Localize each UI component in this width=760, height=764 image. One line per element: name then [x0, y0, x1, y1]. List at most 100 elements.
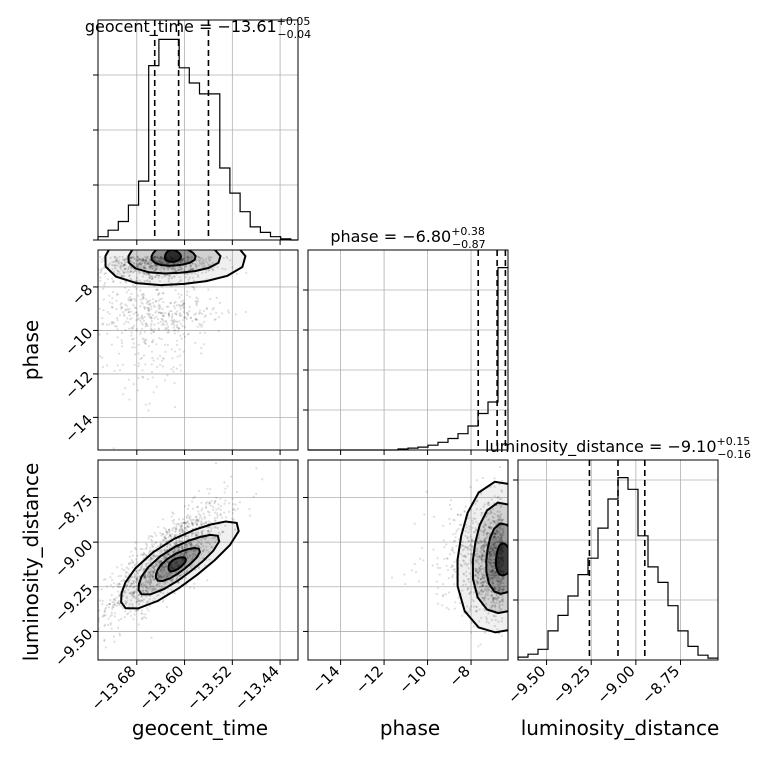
- scatter-point: [180, 552, 183, 556]
- scatter-point: [139, 319, 142, 322]
- scatter-point: [143, 575, 146, 578]
- scatter-point: [195, 266, 198, 269]
- scatter-point: [154, 563, 157, 566]
- scatter-point: [123, 579, 126, 582]
- scatter-point: [495, 529, 498, 532]
- scatter-point: [492, 569, 495, 573]
- scatter-point: [165, 605, 168, 609]
- scatter-point: [485, 616, 488, 619]
- scatter-point: [170, 276, 173, 279]
- scatter-point: [174, 550, 177, 553]
- scatter-point: [200, 520, 203, 523]
- scatter-point: [166, 575, 169, 578]
- scatter-point: [127, 321, 130, 324]
- scatter-point: [111, 572, 114, 575]
- scatter-point: [117, 262, 120, 265]
- scatter-point: [149, 582, 153, 585]
- scatter-point: [482, 573, 485, 577]
- scatter-point: [199, 311, 202, 315]
- scatter-point: [83, 265, 85, 267]
- scatter-point: [130, 267, 133, 270]
- scatter-point: [484, 541, 487, 544]
- scatter-point: [481, 548, 484, 551]
- scatter-point: [481, 596, 484, 600]
- scatter-point: [500, 513, 503, 516]
- scatter-point: [186, 333, 189, 336]
- scatter-point: [198, 256, 201, 259]
- scatter-point: [475, 550, 479, 553]
- scatter-point: [214, 536, 217, 540]
- scatter-point: [180, 293, 183, 297]
- scatter-point: [182, 309, 185, 312]
- scatter-point: [168, 528, 171, 531]
- scatter-point: [201, 256, 204, 260]
- scatter-point: [189, 266, 192, 269]
- scatter-point: [133, 285, 137, 288]
- scatter-point: [90, 616, 92, 618]
- scatter-point: [118, 632, 121, 635]
- scatter-point: [145, 338, 148, 341]
- scatter-point: [107, 617, 110, 620]
- scatter-point: [103, 610, 106, 614]
- scatter-point: [165, 530, 168, 533]
- scatter-point: [191, 522, 194, 525]
- scatter-point: [450, 548, 453, 551]
- scatter-point: [490, 553, 493, 556]
- scatter-point: [135, 570, 138, 573]
- scatter-point: [478, 541, 481, 545]
- scatter-point: [172, 551, 175, 554]
- scatter-point: [183, 505, 186, 508]
- scatter-point: [166, 266, 169, 269]
- scatter-point: [491, 570, 494, 573]
- scatter-point: [189, 267, 192, 271]
- scatter-point: [145, 544, 149, 547]
- scatter-point: [193, 313, 196, 316]
- scatter-point: [132, 618, 135, 621]
- scatter-point: [497, 518, 500, 522]
- scatter-point: [499, 537, 502, 541]
- scatter-point: [467, 586, 470, 589]
- scatter-point: [463, 509, 466, 512]
- scatter-point: [197, 520, 200, 523]
- scatter-point: [167, 280, 170, 283]
- scatter-point: [480, 577, 483, 581]
- scatter-point: [161, 312, 164, 315]
- scatter-point: [164, 536, 167, 539]
- scatter-point: [190, 532, 193, 535]
- scatter-point: [483, 577, 486, 580]
- scatter-point: [468, 592, 471, 595]
- scatter-point: [484, 588, 487, 591]
- scatter-point: [116, 293, 119, 296]
- scatter-point: [147, 308, 150, 311]
- scatter-point: [476, 542, 480, 545]
- scatter-point: [192, 518, 196, 522]
- scatter-point: [183, 543, 186, 546]
- scatter-point: [163, 556, 166, 559]
- scatter-point: [102, 266, 105, 270]
- scatter-point: [207, 541, 210, 544]
- scatter-point: [219, 533, 222, 536]
- scatter-point: [174, 548, 177, 551]
- scatter-point: [199, 546, 202, 549]
- scatter-point: [126, 308, 129, 311]
- scatter-point: [135, 581, 138, 584]
- scatter-point: [152, 575, 155, 578]
- scatter-point: [184, 576, 187, 580]
- scatter-point: [150, 265, 153, 268]
- scatter-point: [139, 547, 142, 551]
- scatter-point: [120, 345, 124, 348]
- scatter-point: [154, 587, 157, 591]
- scatter-point: [179, 314, 182, 318]
- scatter-point: [193, 549, 196, 552]
- scatter-point: [489, 570, 492, 573]
- scatter-point: [128, 592, 131, 595]
- scatter-point: [142, 257, 145, 260]
- scatter-point: [174, 329, 177, 332]
- scatter-point: [149, 546, 152, 549]
- scatter-point: [184, 276, 187, 279]
- scatter-point: [183, 545, 186, 548]
- scatter-point: [491, 556, 494, 559]
- scatter-point: [111, 600, 114, 604]
- scatter-point: [123, 260, 126, 263]
- scatter-point: [174, 289, 177, 292]
